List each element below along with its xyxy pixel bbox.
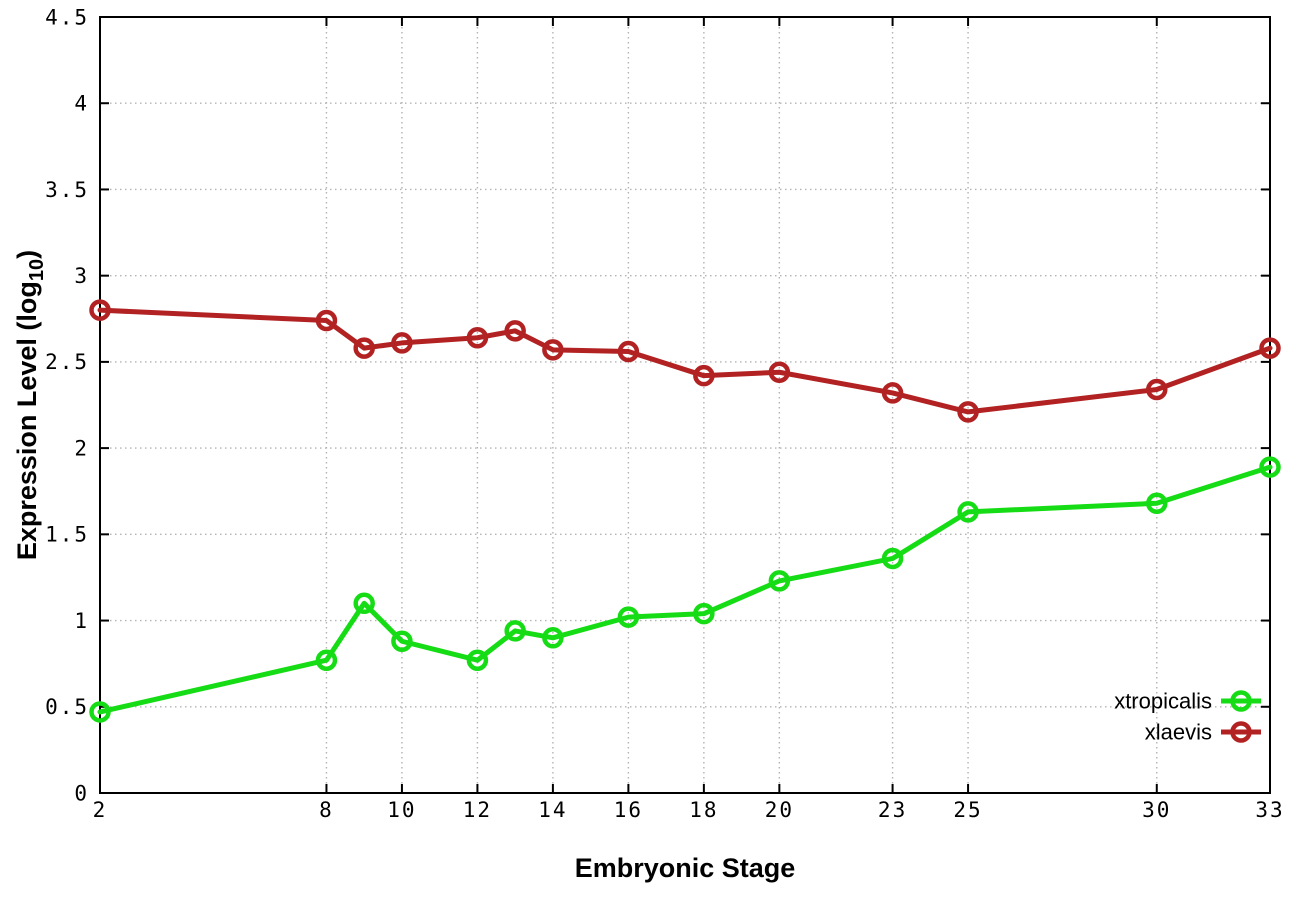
y-tick-label: 0.5 bbox=[45, 695, 89, 719]
series-marker-xtropicalis bbox=[617, 606, 640, 628]
series-marker-xtropicalis bbox=[768, 570, 791, 592]
series-marker-xtropicalis bbox=[881, 547, 904, 570]
x-axis-title: Embryonic Stage bbox=[575, 853, 796, 883]
series-marker-xlaevis bbox=[466, 326, 489, 349]
legend-sample-marker-xlaevis bbox=[1230, 721, 1252, 743]
series-marker-xlaevis bbox=[881, 382, 904, 404]
series-marker-xlaevis bbox=[768, 361, 791, 383]
series-marker-xtropicalis bbox=[957, 501, 979, 523]
series-marker-xlaevis bbox=[693, 364, 715, 387]
series-marker-xlaevis bbox=[315, 309, 338, 332]
legend-sample-marker-xtropicalis bbox=[1230, 690, 1252, 712]
series-marker-xtropicalis bbox=[89, 701, 111, 723]
x-tick-label: 14 bbox=[538, 798, 567, 822]
series-marker-xlaevis bbox=[504, 320, 526, 342]
series-marker-xtropicalis bbox=[391, 630, 413, 652]
y-tick-label: 1.5 bbox=[45, 523, 89, 547]
y-tick-label: 4.5 bbox=[45, 5, 89, 29]
series-marker-xlaevis bbox=[391, 332, 413, 354]
x-tick-label: 30 bbox=[1142, 798, 1171, 822]
y-tick-label: 0 bbox=[74, 781, 89, 805]
series-marker-xtropicalis bbox=[315, 649, 338, 671]
x-tick-label: 33 bbox=[1255, 798, 1284, 822]
series-marker-xlaevis bbox=[353, 337, 375, 359]
series-marker-xtropicalis bbox=[1146, 492, 1168, 515]
series-line-xlaevis bbox=[97, 307, 1273, 415]
y-tick-label: 4 bbox=[74, 92, 89, 116]
x-tick-label: 25 bbox=[953, 798, 982, 822]
y-tick-label: 3 bbox=[74, 264, 89, 288]
series-marker-xlaevis bbox=[957, 401, 979, 423]
series-marker-xlaevis bbox=[89, 299, 111, 321]
series-marker-xlaevis bbox=[1259, 337, 1281, 359]
plot-border bbox=[99, 16, 1271, 794]
x-tick-label: 12 bbox=[463, 798, 492, 822]
x-tick-label: 8 bbox=[319, 798, 334, 822]
series-marker-xlaevis bbox=[542, 339, 564, 361]
series-line-xtropicalis bbox=[97, 464, 1273, 715]
x-tick-label: 18 bbox=[689, 798, 718, 822]
y-tick-label: 1 bbox=[74, 609, 89, 633]
series-marker-xtropicalis bbox=[466, 649, 489, 671]
y-axis-title: Expression Level (log10) bbox=[12, 250, 48, 560]
series-marker-xtropicalis bbox=[693, 602, 715, 625]
legend-label-xlaevis: xlaevis bbox=[1145, 720, 1212, 745]
x-tick-label: 20 bbox=[765, 798, 794, 822]
x-tick-label: 23 bbox=[878, 798, 907, 822]
series-marker-xtropicalis bbox=[353, 592, 375, 615]
x-tick-label: 16 bbox=[614, 798, 643, 822]
series-marker-xlaevis bbox=[1146, 378, 1168, 401]
x-tick-label: 2 bbox=[93, 798, 108, 822]
x-tick-label: 10 bbox=[387, 798, 416, 822]
y-tick-label: 2 bbox=[74, 436, 89, 460]
series-marker-xlaevis bbox=[617, 340, 640, 363]
series-marker-xtropicalis bbox=[504, 620, 526, 642]
legend-label-xtropicalis: xtropicalis bbox=[1114, 689, 1212, 714]
series-marker-xtropicalis bbox=[1259, 456, 1281, 478]
y-tick-label: 3.5 bbox=[45, 178, 89, 202]
series-marker-xtropicalis bbox=[542, 627, 564, 649]
y-tick-label: 2.5 bbox=[45, 350, 89, 374]
